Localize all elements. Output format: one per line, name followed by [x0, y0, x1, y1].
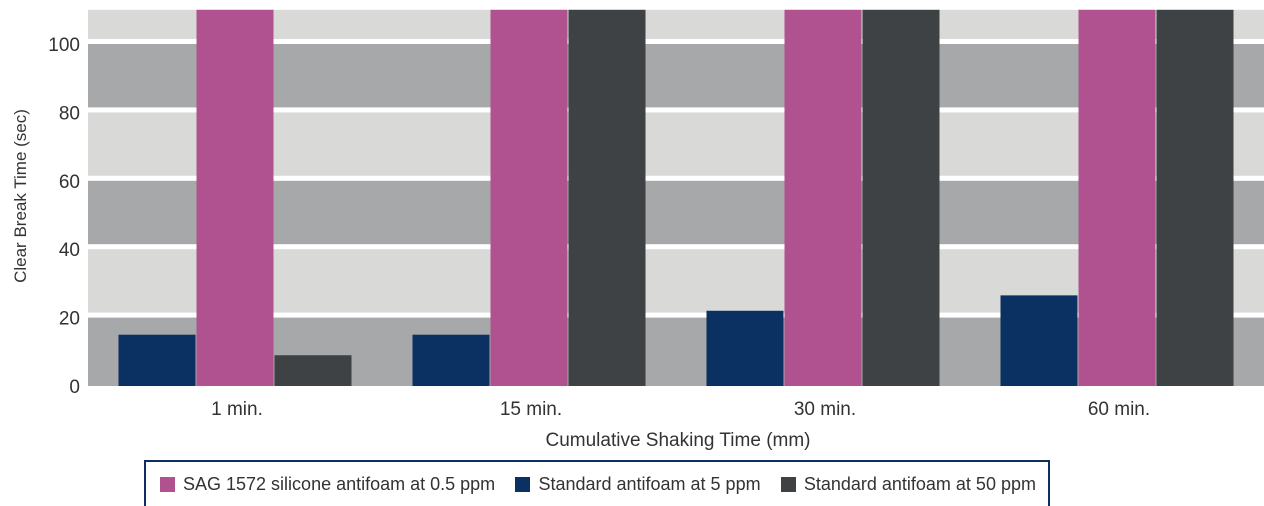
y-tick-label: 40 — [59, 240, 80, 261]
x-tick-label: 15 min. — [500, 399, 562, 420]
legend-label: Standard antifoam at 50 ppm — [803, 473, 1036, 494]
bar — [1000, 295, 1078, 386]
bars — [118, 9, 1234, 387]
bar — [706, 310, 784, 386]
grid-band — [88, 112, 1264, 176]
legend-swatch — [160, 476, 175, 492]
grid-band — [88, 180, 1264, 245]
bar — [784, 9, 862, 387]
bar — [1156, 9, 1234, 387]
x-tick-label: 30 min. — [794, 399, 856, 420]
legend-swatch — [515, 476, 531, 492]
y-axis-ticks: 0 20 40 60 80 100 — [48, 35, 80, 398]
legend-label: SAG 1572 silicone antifoam at 0.5 ppm — [183, 473, 496, 494]
bar — [568, 9, 646, 387]
x-axis-title: Cumulative Shaking Time (mm) — [545, 430, 810, 451]
grid-band — [88, 9, 1264, 40]
x-tick-label: 1 min. — [211, 399, 263, 420]
legend: SAG 1572 silicone antifoam at 0.5 ppm Sta… — [144, 460, 1050, 506]
y-axis-title: Clear Break Time (sec) — [11, 109, 30, 283]
y-tick-label: 100 — [48, 35, 80, 56]
legend-label: Standard antifoam at 5 ppm — [538, 473, 761, 494]
x-axis-ticks: 1 min. 15 min. 30 min. 60 min. — [211, 399, 1150, 420]
bar — [274, 355, 352, 386]
bar — [412, 334, 490, 386]
y-tick-label: 0 — [69, 377, 80, 398]
y-tick-label: 20 — [59, 309, 80, 330]
legend-item: Standard antifoam at 5 ppm — [515, 473, 761, 495]
legend-swatch — [780, 476, 796, 492]
legend-item: SAG 1572 silicone antifoam at 0.5 ppm — [160, 474, 495, 495]
bar — [490, 9, 568, 387]
bar — [196, 9, 274, 387]
y-tick-label: 60 — [59, 172, 80, 193]
x-tick-label: 60 min. — [1088, 399, 1150, 420]
legend-item: Standard antifoam at 50 ppm — [780, 473, 1036, 495]
bar — [862, 9, 940, 387]
bar — [1078, 9, 1156, 387]
bar — [118, 334, 196, 386]
grid-band — [88, 44, 1264, 108]
y-tick-label: 80 — [59, 103, 80, 124]
